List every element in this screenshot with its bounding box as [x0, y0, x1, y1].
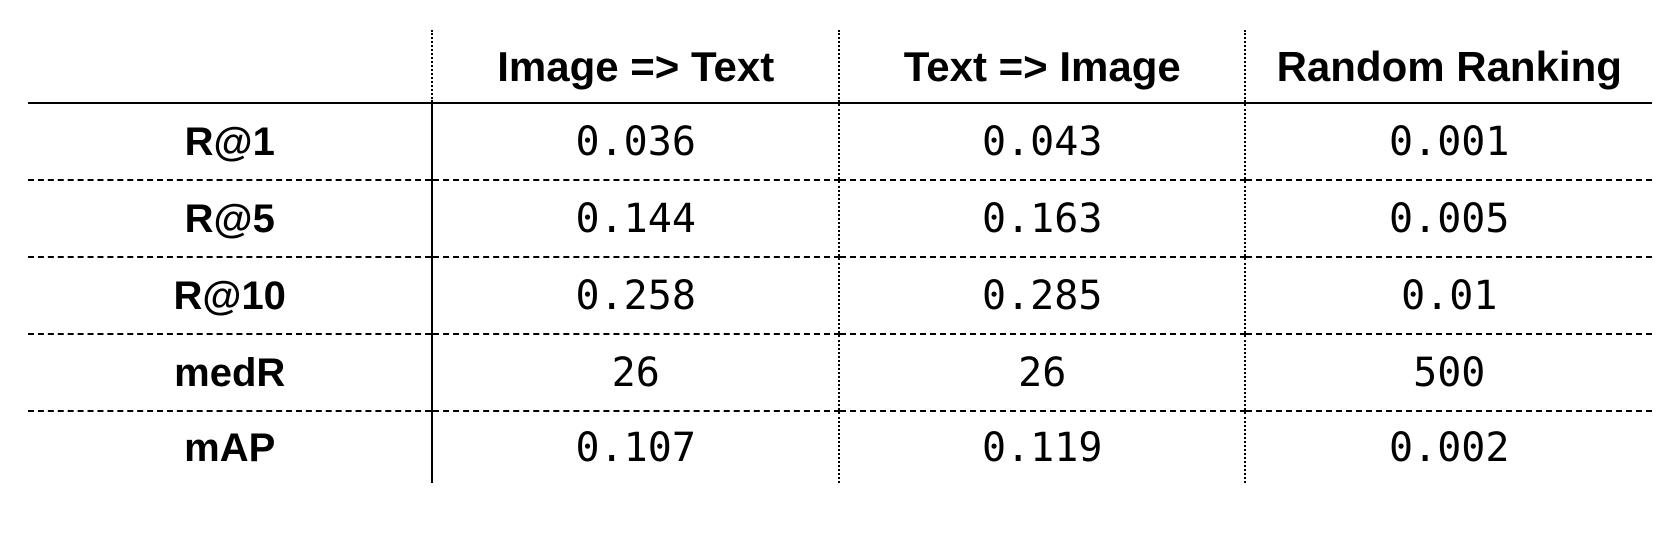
table-header: Image => Text Text => Image Random Ranki… [28, 30, 1652, 104]
table-cell: 0.043 [837, 103, 1246, 181]
table-cell: 500 [1244, 334, 1652, 412]
row-label: mAP [184, 425, 276, 470]
table-row: R@5 0.144 0.163 0.005 [28, 180, 1652, 258]
table-cell: 0.107 [431, 411, 839, 483]
row-label: R@1 [28, 103, 433, 181]
column-header-random-ranking: Random Ranking [1244, 30, 1652, 104]
column-header-text-to-image: Text => Image [837, 30, 1246, 104]
corner-cell [28, 30, 433, 104]
table-cell: 0.036 [431, 103, 839, 181]
table-cell: 0.258 [431, 257, 839, 335]
table-row: medR 26 26 500 [28, 334, 1652, 412]
row-label: R@5 [28, 180, 433, 258]
table-row: R@1 0.036 0.043 0.001 [28, 103, 1652, 181]
column-header-image-to-text: Image => Text [431, 30, 839, 104]
table-cell: 26 [431, 334, 839, 412]
table-row: mAP 0.107 0.119 0.002 [28, 411, 1652, 483]
results-table: Image => Text Text => Image Random Ranki… [28, 30, 1652, 483]
table-cell: 0.001 [1244, 103, 1652, 181]
table-cell: 0.01 [1244, 257, 1652, 335]
header-row: Image => Text Text => Image Random Ranki… [28, 30, 1652, 104]
table-body: R@1 0.036 0.043 0.001 R@5 0.144 0.163 0.… [28, 103, 1652, 483]
table-cell: 26 [837, 334, 1246, 412]
table-cell: 0.005 [1244, 180, 1652, 258]
row-label: R@10 [28, 257, 433, 335]
table-cell: 0.285 [837, 257, 1246, 335]
table-cell: 0.119 [837, 411, 1246, 483]
table-row: R@10 0.258 0.285 0.01 [28, 257, 1652, 335]
row-label: medR [28, 334, 433, 412]
table-cell: 0.002 [1244, 411, 1652, 483]
table-cell: 0.144 [431, 180, 839, 258]
table-cell: 0.163 [837, 180, 1246, 258]
